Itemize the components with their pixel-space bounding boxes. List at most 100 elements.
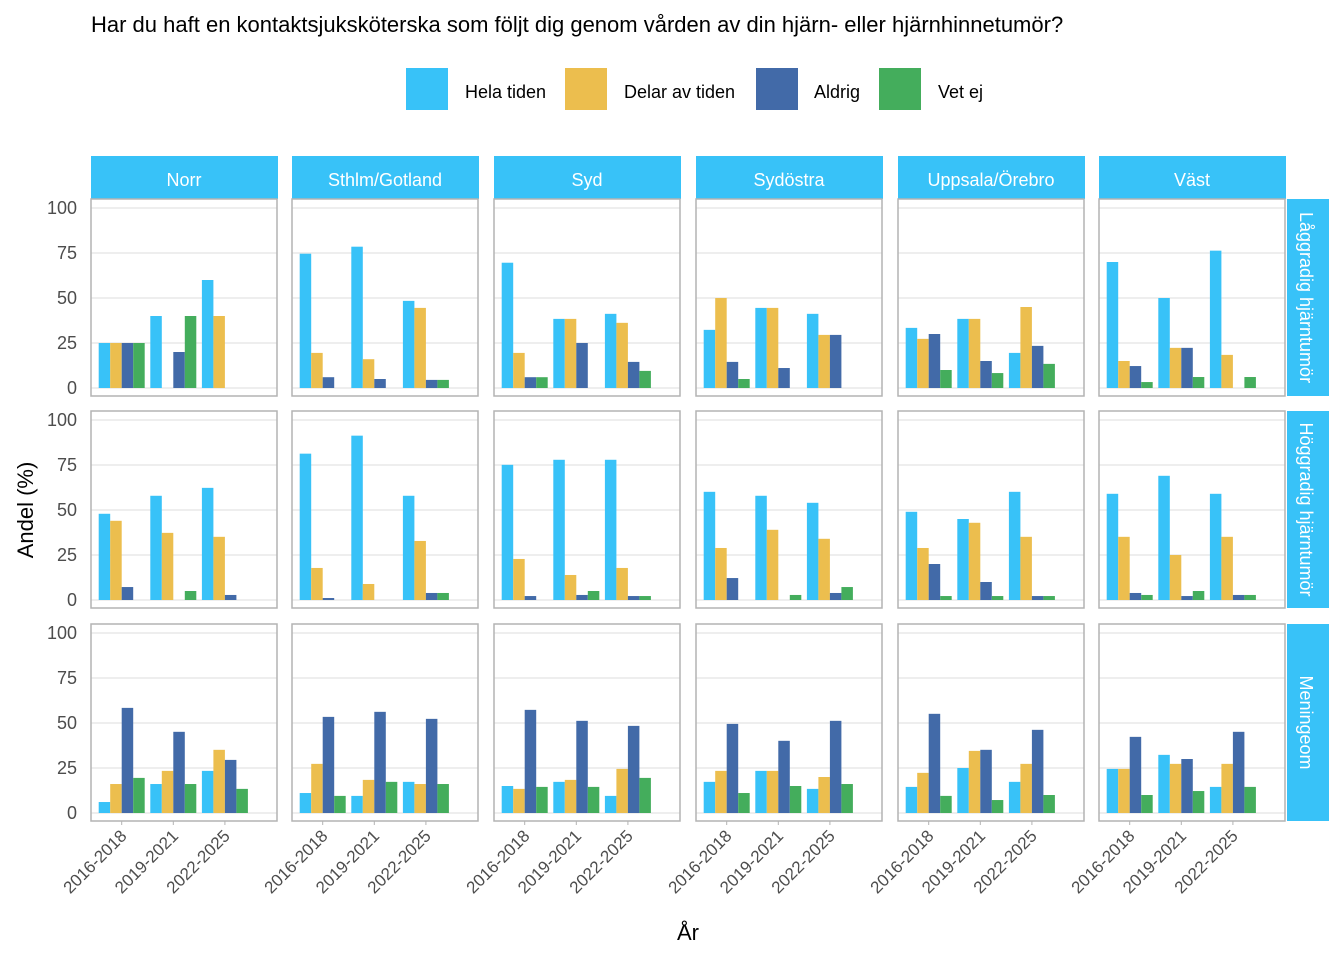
bar (1008, 491, 1021, 600)
y-axis-label: Andel (%) (13, 462, 38, 559)
legend-label: Delar av tiden (624, 82, 735, 102)
bar (501, 464, 514, 600)
column-strip (898, 156, 1085, 199)
bar (1181, 759, 1193, 813)
panel-border (1098, 623, 1286, 822)
bar (1244, 786, 1256, 813)
panel-border (493, 198, 681, 397)
bar (553, 781, 565, 813)
bar (414, 540, 426, 600)
bar (1169, 347, 1182, 388)
bar (524, 709, 537, 813)
bar (553, 318, 565, 388)
bar (576, 343, 588, 388)
bar (726, 723, 739, 813)
bar (553, 459, 565, 600)
bar (513, 788, 525, 813)
bar (1031, 345, 1044, 388)
bar (402, 781, 415, 813)
y-tick-label: 25 (57, 758, 77, 778)
bar (587, 591, 600, 600)
bar (184, 316, 197, 388)
bar (604, 313, 617, 388)
bar (789, 594, 802, 600)
bar (1169, 555, 1182, 600)
panel (90, 410, 278, 609)
panel-border (493, 410, 681, 609)
column-strip (292, 156, 479, 199)
bar (161, 532, 174, 600)
bar (604, 459, 617, 600)
bar (564, 318, 577, 388)
bar (437, 379, 449, 388)
bar (414, 307, 426, 388)
bar (1043, 795, 1055, 813)
bar (524, 377, 537, 388)
y-tick-label: 75 (57, 668, 77, 688)
column-strip (91, 156, 278, 199)
bar (513, 558, 525, 600)
bar (322, 716, 335, 813)
bar (121, 343, 134, 388)
bar (1118, 536, 1130, 600)
bar (1106, 768, 1119, 813)
bar (917, 772, 929, 813)
bar (1031, 596, 1044, 600)
bar (604, 795, 617, 813)
bar (564, 574, 577, 600)
bar (121, 587, 134, 600)
bar (201, 280, 214, 388)
bar (957, 768, 969, 813)
bar (829, 334, 842, 388)
bar (818, 777, 830, 813)
bar (829, 592, 842, 600)
panel-border (897, 410, 1085, 609)
bar (536, 377, 548, 388)
bar (161, 770, 174, 813)
bar (513, 352, 525, 388)
bar (1008, 352, 1021, 388)
bar (1118, 768, 1130, 813)
bar (173, 731, 185, 813)
bar (322, 598, 335, 600)
row-strip-label: Låggradig hjärntumör (1296, 212, 1316, 383)
bar (1141, 795, 1153, 813)
bar (501, 786, 514, 813)
bar (715, 770, 727, 813)
bar (414, 784, 426, 813)
bar (957, 318, 969, 388)
bar (1008, 781, 1021, 813)
panel (1098, 198, 1286, 397)
bar (311, 567, 323, 600)
bar (627, 361, 640, 388)
bar (576, 594, 588, 600)
column-strip (1099, 156, 1286, 199)
bar (1221, 354, 1233, 388)
panels: Norr Sthlm/Gotland Syd Sydöstra Uppsala/Öreb… (47, 156, 1329, 897)
bar (299, 253, 312, 388)
bar (928, 564, 941, 600)
bar (576, 720, 588, 813)
bar (991, 596, 1004, 600)
legend-label: Hela tiden (465, 82, 546, 102)
bar (402, 495, 415, 600)
panel (695, 198, 883, 397)
bar (928, 713, 941, 813)
bar (703, 781, 716, 813)
bar (213, 316, 225, 388)
column-strip (494, 156, 681, 199)
panel (90, 198, 278, 397)
bar (98, 343, 111, 388)
bar (213, 749, 225, 813)
bar (991, 373, 1004, 388)
bar (1141, 594, 1153, 600)
chart-title: Har du haft en kontaktsjuksköterska som … (91, 12, 1063, 37)
bar (351, 246, 363, 388)
bar (1158, 754, 1170, 813)
panel-border (695, 410, 883, 609)
bar (940, 596, 952, 600)
bar (374, 379, 386, 388)
column-strip-label: Sydöstra (753, 170, 825, 190)
